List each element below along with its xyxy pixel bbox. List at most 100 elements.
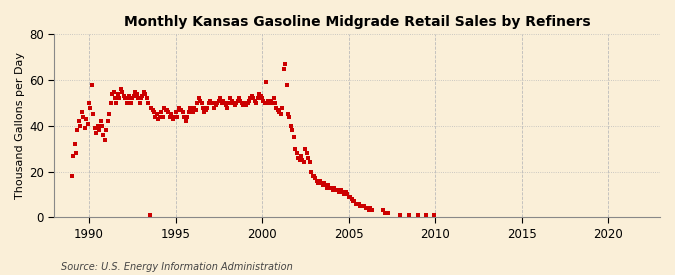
- Point: [312, 178, 323, 183]
- Point: [223, 101, 234, 105]
- Point: [325, 185, 335, 190]
- Point: [254, 92, 265, 96]
- Point: [352, 201, 362, 206]
- Point: [180, 119, 191, 123]
- Point: [359, 204, 370, 208]
- Point: [167, 117, 178, 121]
- Point: [338, 190, 348, 194]
- Point: [281, 82, 292, 87]
- Point: [236, 101, 247, 105]
- Point: [92, 124, 103, 128]
- Point: [183, 110, 194, 114]
- Point: [296, 153, 306, 158]
- Point: [249, 98, 260, 103]
- Point: [173, 105, 184, 110]
- Point: [323, 183, 333, 188]
- Point: [235, 98, 246, 103]
- Point: [363, 208, 374, 213]
- Point: [326, 185, 337, 190]
- Point: [123, 96, 134, 101]
- Point: [198, 105, 209, 110]
- Point: [215, 96, 225, 101]
- Point: [218, 98, 229, 103]
- Point: [72, 128, 83, 133]
- Point: [330, 188, 341, 192]
- Point: [240, 101, 250, 105]
- Point: [95, 119, 106, 123]
- Point: [131, 92, 142, 96]
- Point: [290, 147, 300, 151]
- Point: [137, 94, 148, 98]
- Point: [244, 98, 254, 103]
- Point: [335, 190, 346, 194]
- Point: [294, 158, 305, 162]
- Point: [189, 105, 200, 110]
- Y-axis label: Thousand Gallons per Day: Thousand Gallons per Day: [15, 52, 25, 199]
- Point: [134, 101, 145, 105]
- Point: [331, 188, 342, 192]
- Point: [340, 190, 351, 194]
- Point: [327, 188, 338, 192]
- Point: [66, 174, 77, 178]
- Point: [89, 126, 100, 130]
- Point: [245, 96, 256, 101]
- Point: [303, 156, 314, 160]
- Point: [80, 126, 90, 130]
- Point: [94, 128, 105, 133]
- Point: [212, 101, 223, 105]
- Point: [329, 185, 340, 190]
- Point: [353, 201, 364, 206]
- Point: [226, 98, 237, 103]
- Point: [78, 114, 88, 119]
- Point: [404, 213, 414, 217]
- Point: [151, 112, 162, 117]
- Point: [234, 96, 244, 101]
- Point: [364, 206, 375, 210]
- Point: [381, 211, 392, 215]
- Point: [310, 176, 321, 181]
- Point: [350, 201, 361, 206]
- Point: [306, 169, 317, 174]
- Point: [246, 94, 257, 98]
- Point: [284, 114, 295, 119]
- Point: [362, 206, 373, 210]
- Point: [111, 101, 122, 105]
- Point: [219, 101, 230, 105]
- Point: [273, 108, 284, 112]
- Point: [251, 101, 262, 105]
- Point: [109, 96, 120, 101]
- Text: Source: U.S. Energy Information Administration: Source: U.S. Energy Information Administ…: [61, 262, 292, 272]
- Point: [248, 96, 259, 101]
- Point: [104, 112, 115, 117]
- Point: [211, 103, 221, 108]
- Point: [175, 108, 186, 112]
- Point: [161, 108, 172, 112]
- Point: [267, 101, 277, 105]
- Point: [84, 101, 95, 105]
- Point: [395, 213, 406, 217]
- Point: [150, 114, 161, 119]
- Point: [108, 89, 119, 94]
- Point: [100, 137, 111, 142]
- Point: [261, 80, 272, 85]
- Point: [222, 105, 233, 110]
- Point: [269, 101, 280, 105]
- Point: [81, 117, 92, 121]
- Point: [288, 135, 299, 139]
- Point: [263, 98, 273, 103]
- Point: [343, 194, 354, 199]
- Point: [117, 89, 128, 94]
- Point: [75, 124, 86, 128]
- Point: [124, 94, 135, 98]
- Point: [292, 151, 302, 155]
- Point: [221, 103, 232, 108]
- Point: [194, 98, 205, 103]
- Point: [98, 133, 109, 137]
- Point: [127, 96, 138, 101]
- Point: [232, 98, 243, 103]
- Point: [277, 105, 288, 110]
- Point: [320, 183, 331, 188]
- Point: [206, 101, 217, 105]
- Point: [286, 124, 296, 128]
- Point: [252, 96, 263, 101]
